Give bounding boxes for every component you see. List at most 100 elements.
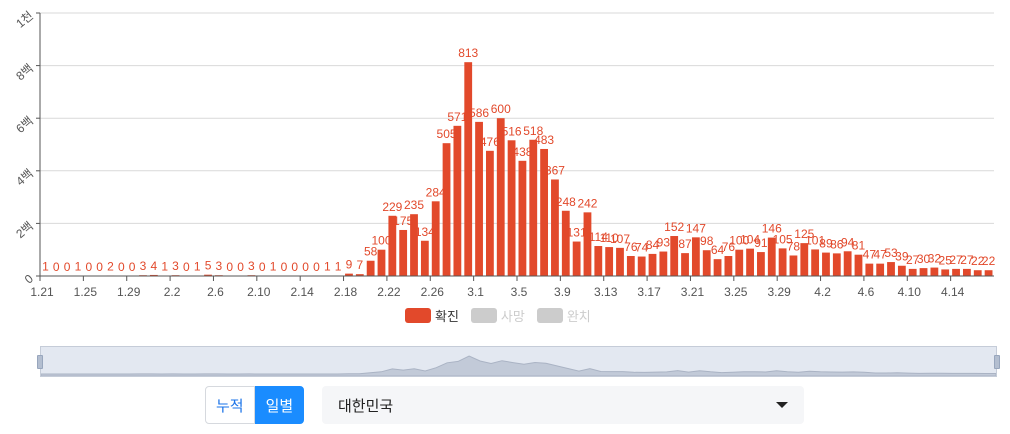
x-tick-label: 3.17 xyxy=(637,285,661,299)
bar[interactable] xyxy=(149,274,158,276)
bar[interactable] xyxy=(399,229,408,276)
bar[interactable] xyxy=(973,270,982,276)
daily-button[interactable]: 일별 xyxy=(254,386,305,424)
legend-item-confirmed[interactable]: 확진 xyxy=(405,306,459,325)
bar[interactable] xyxy=(735,249,744,276)
bar[interactable] xyxy=(746,248,754,276)
bar[interactable] xyxy=(854,254,863,276)
bar[interactable] xyxy=(843,251,852,276)
bar-value-label: 4 xyxy=(150,259,157,273)
bar[interactable] xyxy=(637,256,646,276)
bar[interactable] xyxy=(583,212,592,276)
mode-toggle: 누적 일별 xyxy=(205,386,305,424)
bar[interactable] xyxy=(366,260,375,276)
bar[interactable] xyxy=(518,160,527,276)
bar[interactable] xyxy=(941,269,950,276)
bar[interactable] xyxy=(832,253,841,276)
bar[interactable] xyxy=(496,118,505,276)
bar[interactable] xyxy=(822,252,830,276)
bar[interactable] xyxy=(789,255,798,276)
bar[interactable] xyxy=(702,250,711,276)
bar-value-label: 84 xyxy=(646,238,660,252)
bar[interactable] xyxy=(442,143,451,276)
x-tick-label: 2.6 xyxy=(207,285,224,299)
y-tick-label: 6백 xyxy=(13,114,36,136)
bar-value-label: 0 xyxy=(118,260,125,274)
bar-value-label: 64 xyxy=(711,243,725,257)
bar[interactable] xyxy=(800,243,809,276)
bar-value-label: 114 xyxy=(589,230,608,244)
bar-value-label: 0 xyxy=(129,260,136,274)
bar[interactable] xyxy=(594,246,603,276)
bar[interactable] xyxy=(475,121,483,276)
bar[interactable] xyxy=(485,150,494,276)
bar[interactable] xyxy=(431,201,440,276)
bars[interactable] xyxy=(41,62,993,277)
bar-value-label: 27 xyxy=(949,253,963,267)
bar[interactable] xyxy=(605,247,614,276)
bar[interactable] xyxy=(952,268,960,276)
slider-handle-left[interactable] xyxy=(37,355,43,369)
bar-value-label: 0 xyxy=(85,260,92,274)
bar[interactable] xyxy=(388,215,397,276)
bar[interactable] xyxy=(767,237,776,276)
data-zoom-slider[interactable] xyxy=(37,346,1000,377)
x-tick-label: 3.9 xyxy=(554,285,571,299)
bar[interactable] xyxy=(529,139,538,276)
x-tick-label: 2.18 xyxy=(334,285,358,299)
bar-labels: 1 0 0 1 0 0 2 0 0 3 4 1 3 0 1 5 3 0 0 3 0 1 0 0 0 0 1 1 9 75810022917… xyxy=(42,46,995,274)
bar[interactable] xyxy=(930,267,939,276)
bar[interactable] xyxy=(204,274,212,276)
cumulative-button[interactable]: 누적 xyxy=(205,386,255,424)
bar-value-label: 242 xyxy=(577,196,597,210)
bar[interactable] xyxy=(377,249,386,276)
slider-handle-right[interactable] xyxy=(994,355,1000,369)
bar-value-label: 0 xyxy=(291,260,298,274)
region-select[interactable]: 대한민국 xyxy=(322,386,804,424)
bar-value-label: 0 xyxy=(53,260,60,274)
bar[interactable] xyxy=(551,179,559,276)
bar[interactable] xyxy=(420,240,429,276)
bar[interactable] xyxy=(561,210,570,276)
bar[interactable] xyxy=(659,251,668,276)
bar[interactable] xyxy=(616,247,624,276)
bar-value-label: 98 xyxy=(700,234,714,248)
y-tick-label: 8백 xyxy=(13,61,36,83)
bar[interactable] xyxy=(670,236,679,276)
legend-swatch-confirmed xyxy=(405,308,431,323)
bar[interactable] xyxy=(648,253,657,276)
bar[interactable] xyxy=(919,268,928,276)
bar[interactable] xyxy=(962,268,971,276)
bar[interactable] xyxy=(355,274,364,276)
legend-item-deaths[interactable]: 사망 xyxy=(470,306,525,325)
bar[interactable] xyxy=(572,241,581,276)
bar[interactable] xyxy=(410,214,418,276)
bar-value-label: 0 xyxy=(281,260,288,274)
bar[interactable] xyxy=(507,140,516,276)
bar[interactable] xyxy=(897,265,906,276)
bar[interactable] xyxy=(691,237,700,276)
bar[interactable] xyxy=(778,248,787,276)
legend-item-recovered[interactable]: 완치 xyxy=(536,306,591,325)
bar[interactable] xyxy=(811,249,820,276)
bar[interactable] xyxy=(757,252,765,276)
bar[interactable] xyxy=(865,263,874,276)
bar[interactable] xyxy=(713,259,722,276)
bar[interactable] xyxy=(681,253,689,276)
x-tick-label: 1.29 xyxy=(117,285,141,299)
bar-value-label: 0 xyxy=(64,260,71,274)
bar[interactable] xyxy=(887,262,895,276)
bar[interactable] xyxy=(876,263,885,276)
slider-preview-area xyxy=(41,355,996,376)
bar-value-label: 100 xyxy=(371,234,391,248)
bar[interactable] xyxy=(453,125,462,277)
y-tick-label: 1천 xyxy=(13,8,36,31)
bar[interactable] xyxy=(464,62,473,276)
bar[interactable] xyxy=(984,270,993,276)
bar[interactable] xyxy=(908,268,917,276)
bar[interactable] xyxy=(724,256,733,276)
bar[interactable] xyxy=(345,273,353,276)
bar[interactable] xyxy=(626,256,635,276)
bar[interactable] xyxy=(540,148,549,276)
